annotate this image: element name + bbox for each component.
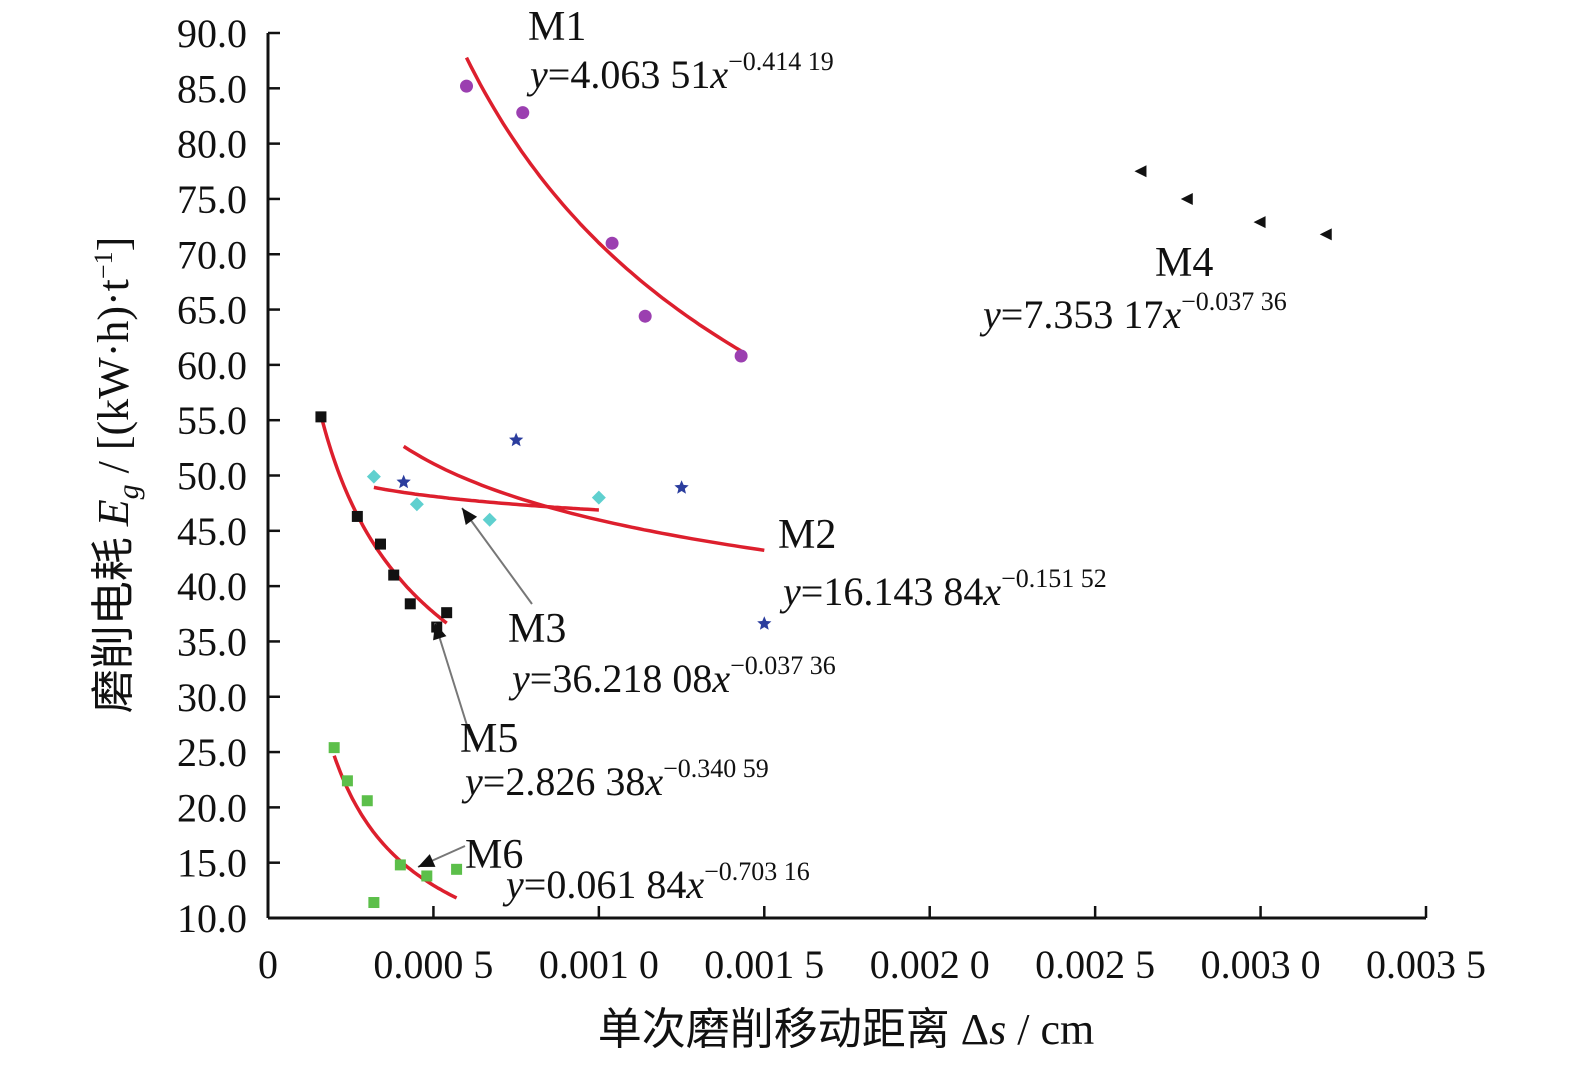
x-tick-label: 0 [258,942,278,987]
equation-m6: y=0.061 84x−0.703 16 [502,857,810,907]
y-tick-label: 25.0 [177,730,247,775]
x-tick-label: 0.002 5 [1035,942,1155,987]
point-m2 [674,480,689,494]
point-m3 [591,490,606,505]
point-m2 [396,474,411,489]
point-m5 [315,411,327,423]
point-m5 [351,510,363,522]
series-label-m6: M6 [465,832,523,878]
series-label-m3: M3 [508,606,566,652]
point-m1 [605,236,619,250]
x-tick-label: 0.000 5 [373,942,493,987]
fit-curve-m5 [319,414,448,625]
y-tick-label: 65.0 [177,288,247,333]
point-m6 [361,795,373,807]
point-m3 [366,469,381,484]
point-m3 [409,497,424,512]
y-tick-label: 75.0 [177,177,247,222]
equation-m4: y=7.353 17x−0.037 36 [979,287,1287,337]
point-m6 [341,775,353,787]
y-tick-label: 30.0 [177,675,247,720]
x-tick-label: 0.003 5 [1366,942,1486,987]
arrow-m3 [461,507,533,605]
arrow-m3-head [462,508,478,526]
series-labels: M1y=4.063 51x−0.414 19 M2 y=16.143 84x−0.1… [417,4,1287,907]
y-tick-label: 85.0 [177,66,247,111]
y-tick-label: 40.0 [177,564,247,609]
y-tick-label: 55.0 [177,398,247,443]
fit-curves [319,56,765,900]
point-m4 [1180,192,1193,205]
point-m5 [441,607,453,619]
y-tick-label: 20.0 [177,785,247,830]
y-tick-label: 60.0 [177,343,247,388]
arrow-m5-head [433,623,447,641]
equation-m2: y=16.143 84x−0.151 52 [779,564,1107,614]
fit-curve-m3 [373,485,599,512]
fit-curve-m6 [332,755,458,900]
y-tick-label: 50.0 [177,454,247,499]
series-label-m5: M5 [460,716,518,762]
y-tick-label: 10.0 [177,896,247,941]
point-m6 [451,863,463,875]
arrow-m5 [434,622,471,736]
x-tick-label: 0.003 0 [1201,942,1321,987]
point-m4 [1253,216,1266,229]
fit-curve-m2 [402,444,765,553]
y-tick-label: 35.0 [177,619,247,664]
point-m5 [388,569,400,581]
point-m1 [734,349,748,363]
x-tick-label: 0.001 5 [704,942,824,987]
x-axis-title: 单次磨削移动距离 Δs / cm [598,1005,1094,1054]
point-m6 [421,870,433,882]
y-axis-title: 磨削电耗 Eg / [(kW·h)·t−1] [89,237,145,713]
point-m1 [516,106,530,120]
data-points [315,79,1332,909]
point-m6 [394,859,406,871]
point-m4 [1134,165,1147,178]
point-m4 [1319,228,1332,241]
axes: 0 0.000 5 0.001 0 0.001 5 0.002 0 0.002 5 0.00… [177,11,1486,987]
y-tick-label: 45.0 [177,509,247,554]
series-label-m2: M2 [778,512,836,558]
point-m2 [509,432,524,447]
axis-titles: 单次磨削移动距离 Δs / cm 磨削电耗 Eg / [(kW·h)·t−1] [89,237,1094,1054]
series-label-m4: M4 [1155,240,1213,286]
point-m6 [328,742,340,754]
equation-m5: y=2.826 38x−0.340 59 [461,754,769,804]
y-tick-label: 15.0 [177,841,247,886]
fit-curve-m1 [464,56,742,353]
arrow-m6-head [418,854,436,867]
x-tick-label: 0.001 0 [539,942,659,987]
y-tick-label: 80.0 [177,122,247,167]
point-m6 [368,897,380,909]
series-label-m1: M1 [528,4,586,50]
point-m1 [638,309,652,323]
point-m5 [404,598,416,610]
point-m2 [757,616,772,630]
y-tick-label: 90.0 [177,11,247,56]
equation-m1: y=4.063 51x−0.414 19 [526,47,834,97]
point-m1 [460,79,474,93]
y-tick-label: 70.0 [177,232,247,277]
point-m3 [482,512,497,527]
equation-m3: y=36.218 08x−0.037 36 [508,651,836,701]
point-m5 [374,538,386,550]
x-tick-label: 0.002 0 [870,942,990,987]
